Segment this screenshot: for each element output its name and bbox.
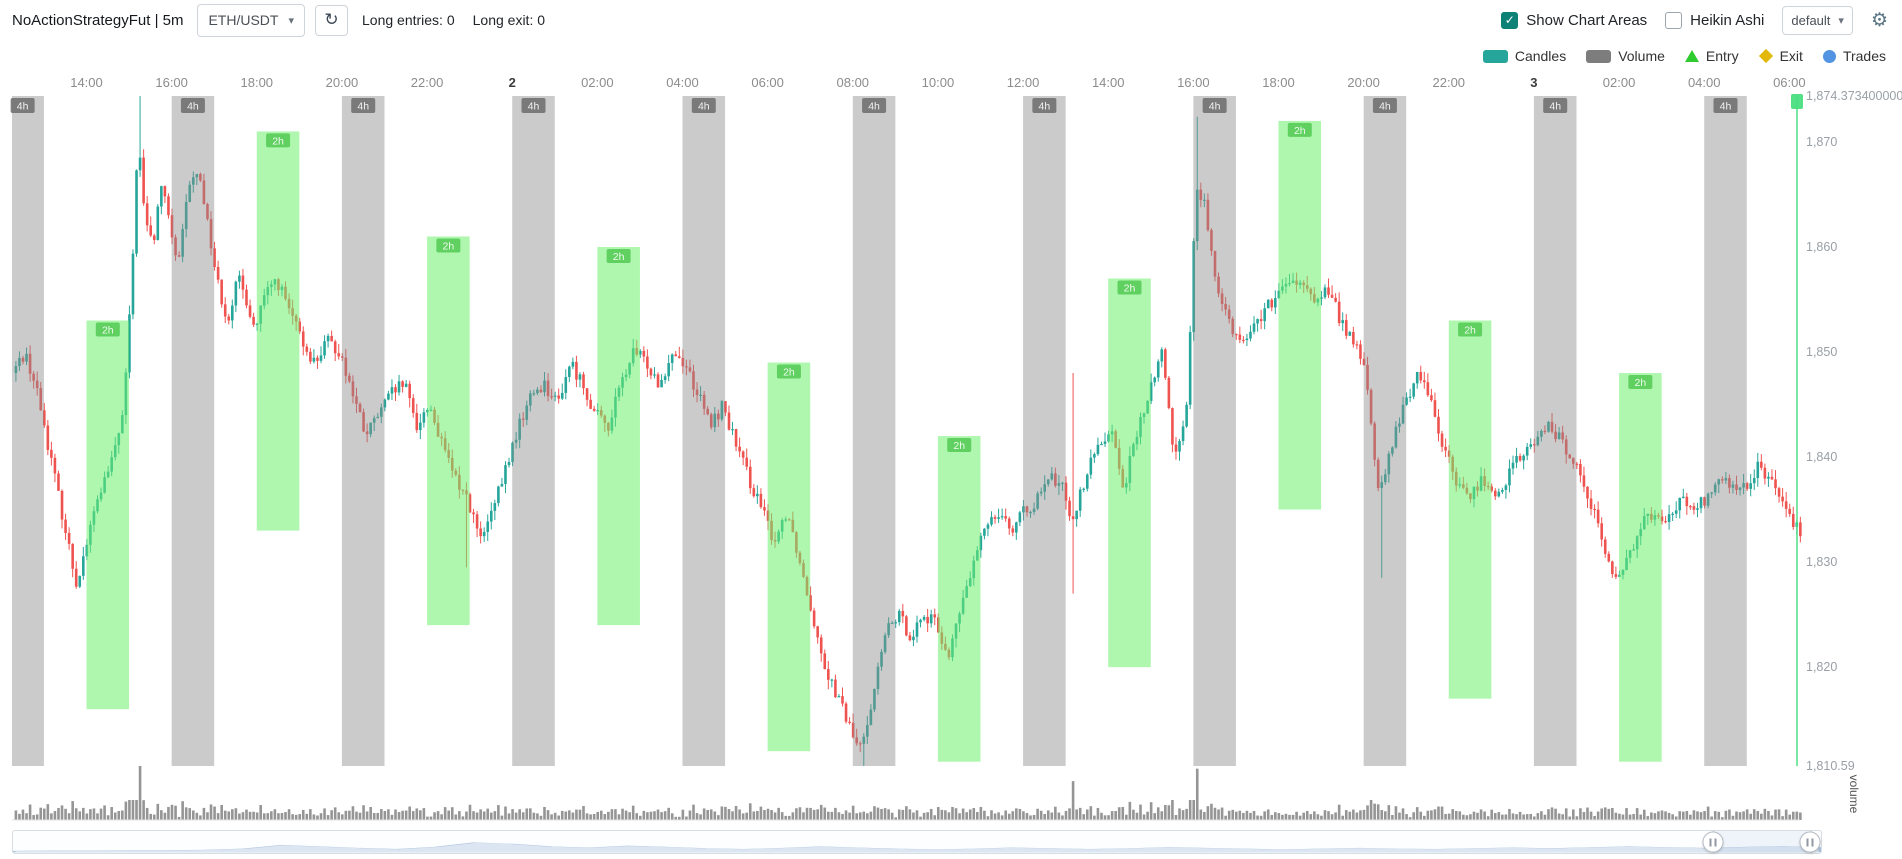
svg-text:2h: 2h: [783, 367, 795, 379]
svg-text:16:00: 16:00: [1177, 75, 1210, 90]
long-entries-stat: Long entries: 0: [362, 12, 455, 28]
svg-text:2h: 2h: [953, 440, 965, 452]
data-zoom-right-handle[interactable]: [1799, 831, 1821, 853]
svg-text:4h: 4h: [1039, 101, 1051, 113]
svg-text:4h: 4h: [17, 101, 29, 113]
show-chart-areas-label: Show Chart Areas: [1526, 11, 1648, 29]
heikin-ashi-checkbox[interactable]: ✓ Heikin Ashi: [1665, 11, 1765, 29]
volume-axis-label: volume: [1847, 775, 1861, 814]
data-zoom-window[interactable]: [1712, 831, 1813, 853]
svg-text:4h: 4h: [1379, 101, 1391, 113]
svg-text:02:00: 02:00: [1603, 75, 1636, 90]
svg-text:4h: 4h: [1720, 101, 1732, 113]
legend-label: Volume: [1618, 48, 1665, 64]
svg-text:1,850: 1,850: [1806, 345, 1837, 359]
strategy-title: NoActionStrategyFut | 5m: [12, 11, 184, 29]
volume-layer: [14, 766, 1802, 820]
show-chart-areas-checkbox[interactable]: ✓ Show Chart Areas: [1501, 11, 1648, 29]
svg-text:2h: 2h: [1294, 125, 1306, 137]
svg-text:1,810.59: 1,810.59: [1806, 759, 1855, 773]
svg-text:06:00: 06:00: [1773, 75, 1806, 90]
svg-text:4h: 4h: [868, 101, 880, 113]
svg-text:2h: 2h: [1464, 325, 1476, 337]
svg-text:2h: 2h: [443, 240, 455, 252]
data-zoom-shadow: [13, 842, 1821, 853]
legend-trades[interactable]: Trades: [1822, 48, 1886, 64]
svg-text:2h: 2h: [272, 135, 284, 147]
svg-text:3: 3: [1530, 75, 1537, 90]
chevron-down-icon: ▾: [288, 14, 294, 27]
legend-entry[interactable]: Entry: [1684, 48, 1739, 64]
checkbox-unchecked-icon: ✓: [1665, 11, 1683, 29]
data-zoom-slider[interactable]: [12, 830, 1822, 854]
plot-config-value: default: [1791, 12, 1831, 28]
axes-layer: 14:00 16:00 18:00 20:00 22:00 2 02:00 04:00 06:0…: [12, 75, 1902, 821]
legend-bar: Candles Volume Entry Exit Trades: [0, 40, 1902, 72]
legend-volume[interactable]: Volume: [1586, 48, 1665, 64]
svg-text:1,820: 1,820: [1806, 660, 1837, 674]
entry-swatch-icon: [1684, 50, 1699, 62]
volume-swatch-icon: [1586, 49, 1612, 63]
svg-text:20:00: 20:00: [326, 75, 359, 90]
refresh-icon: ↻: [324, 10, 339, 29]
svg-text:2h: 2h: [613, 251, 625, 263]
trades-swatch-icon: [1822, 49, 1836, 63]
svg-text:20:00: 20:00: [1347, 75, 1380, 90]
legend-exit[interactable]: Exit: [1758, 48, 1803, 64]
chevron-down-icon: ▾: [1838, 14, 1844, 27]
svg-text:4h: 4h: [698, 101, 710, 113]
svg-text:4h: 4h: [528, 101, 540, 113]
price-chart[interactable]: 4h 4h 4h 4h 4h 4h 4h 4h 4h 4h 4h 2h 2h 2h 2h 2h 2h 2h 2h 2h…: [0, 72, 1902, 822]
checkbox-checked-icon: ✓: [1501, 11, 1519, 29]
pair-select[interactable]: ETH/USDT ▾: [197, 3, 305, 37]
legend-candles[interactable]: Candles: [1482, 48, 1567, 64]
refresh-button[interactable]: ↻: [315, 4, 348, 36]
svg-text:1,870: 1,870: [1806, 135, 1837, 149]
legend-label: Entry: [1705, 48, 1739, 64]
area-bands-layer: [12, 96, 1747, 766]
svg-text:2h: 2h: [1124, 282, 1136, 294]
svg-text:04:00: 04:00: [1688, 75, 1721, 90]
long-exit-stat: Long exit: 0: [472, 12, 546, 28]
svg-text:4h: 4h: [1549, 101, 1561, 113]
plot-config-select[interactable]: default ▾: [1782, 5, 1853, 35]
svg-text:02:00: 02:00: [581, 75, 614, 90]
gear-icon[interactable]: ⚙: [1870, 9, 1888, 31]
svg-text:04:00: 04:00: [666, 75, 699, 90]
chart-controls: ✓ Show Chart Areas ✓ Heikin Ashi default…: [1501, 5, 1888, 35]
svg-text:06:00: 06:00: [751, 75, 784, 90]
svg-text:12:00: 12:00: [1007, 75, 1040, 90]
heikin-ashi-label: Heikin Ashi: [1690, 11, 1765, 29]
topbar: NoActionStrategyFut | 5m ETH/USDT ▾ ↻ Lo…: [0, 0, 1902, 40]
svg-text:14:00: 14:00: [70, 75, 103, 90]
svg-text:1,874.373400000: 1,874.373400000: [1806, 89, 1902, 103]
svg-text:4h: 4h: [357, 101, 369, 113]
pair-select-value: ETH/USDT: [208, 12, 279, 28]
legend-label: Candles: [1514, 48, 1567, 64]
svg-text:18:00: 18:00: [241, 75, 274, 90]
svg-text:08:00: 08:00: [837, 75, 870, 90]
candles-swatch-icon: [1482, 49, 1508, 63]
trade-stats: Long entries: 0 Long exit: 0: [362, 12, 545, 28]
svg-text:16:00: 16:00: [155, 75, 188, 90]
svg-text:4h: 4h: [187, 101, 199, 113]
svg-text:2h: 2h: [102, 325, 114, 337]
exit-swatch-icon: [1758, 48, 1773, 64]
svg-text:22:00: 22:00: [1433, 75, 1466, 90]
svg-text:4h: 4h: [1209, 101, 1221, 113]
svg-text:1,840: 1,840: [1806, 450, 1837, 464]
svg-text:10:00: 10:00: [922, 75, 955, 90]
data-zoom-left-handle[interactable]: [1702, 831, 1724, 853]
legend-label: Exit: [1779, 48, 1803, 64]
svg-text:1,830: 1,830: [1806, 555, 1837, 569]
svg-text:2h: 2h: [1635, 377, 1647, 389]
svg-text:14:00: 14:00: [1092, 75, 1125, 90]
svg-text:1,860: 1,860: [1806, 240, 1837, 254]
legend-label: Trades: [1842, 48, 1886, 64]
svg-text:18:00: 18:00: [1262, 75, 1295, 90]
svg-text:22:00: 22:00: [411, 75, 444, 90]
svg-text:2: 2: [509, 75, 516, 90]
band-labels-layer: 4h 4h 4h 4h 4h 4h 4h 4h 4h 4h 4h 2h 2h 2h 2h 2h 2h 2h 2h 2h…: [10, 98, 1738, 453]
